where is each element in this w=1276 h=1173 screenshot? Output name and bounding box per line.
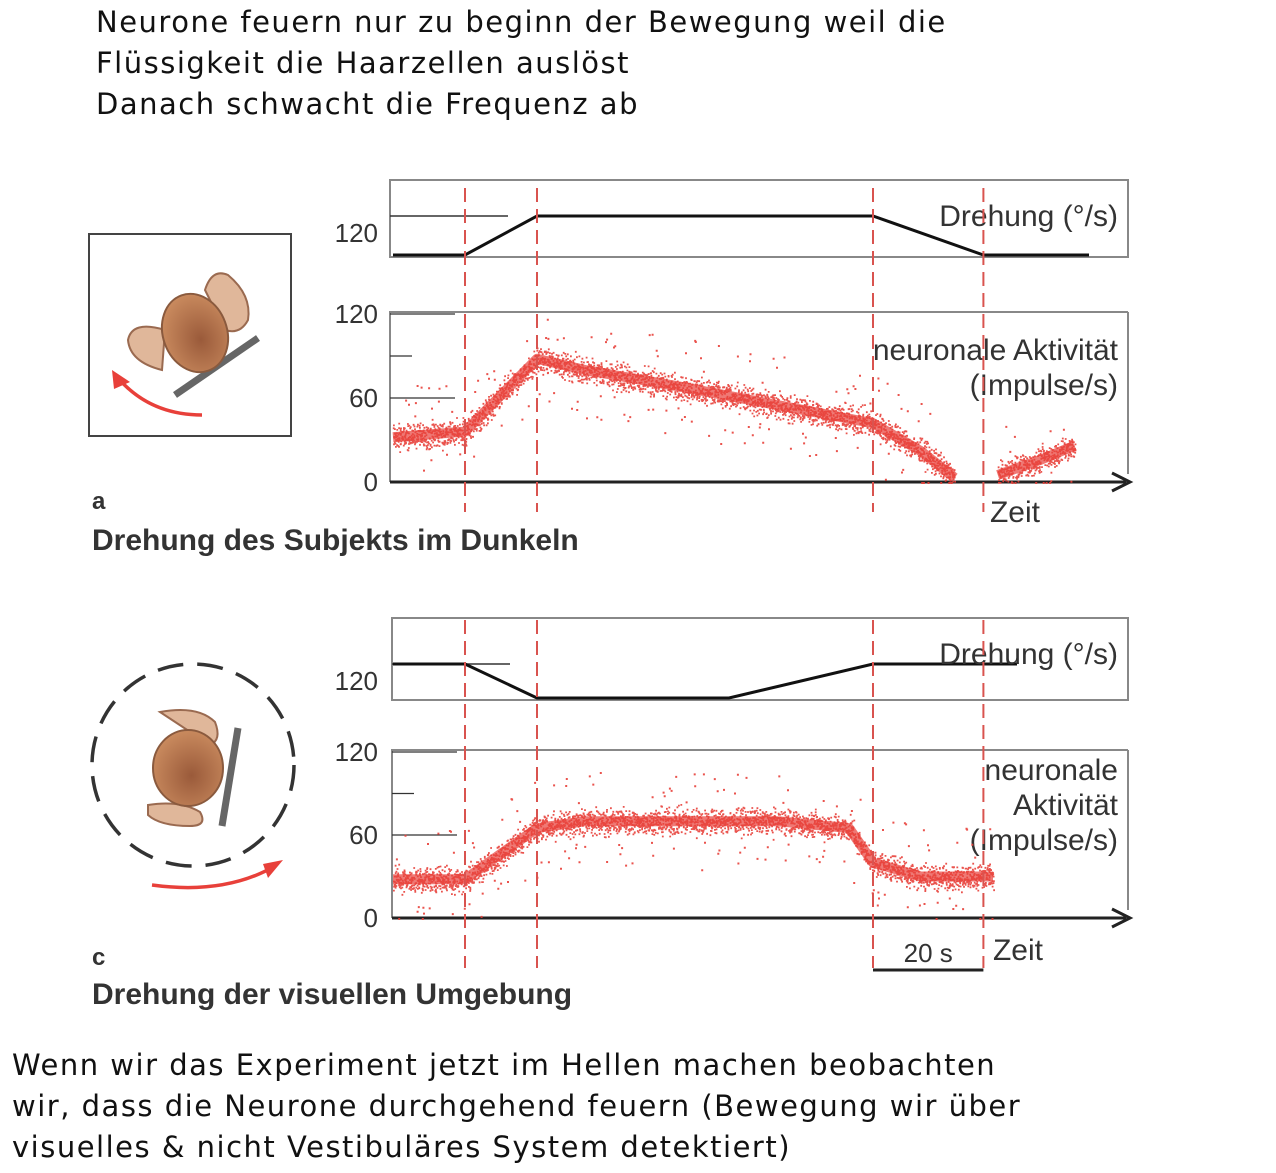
activity-label-line-0: neuronale <box>985 754 1118 787</box>
activity-ytick-label-0: 120 <box>335 299 378 329</box>
rotation-tick-label: 120 <box>335 666 378 696</box>
rotation-tick-label: 120 <box>335 218 378 248</box>
activity-ytick-label-0: 120 <box>335 737 378 767</box>
activity-segment-0 <box>389 318 959 484</box>
note-bottom-line-1: Wenn wir das Experiment jetzt im Hellen … <box>12 1048 997 1082</box>
activity-label-line-2: (Impulse/s) <box>970 824 1118 857</box>
panel-a-caption: Drehung des Subjekts im Dunkeln <box>92 524 579 557</box>
note-bottom-line-3: visuelles & nicht Vestibuläres System de… <box>12 1130 792 1164</box>
activity-segment-points <box>997 425 1077 484</box>
chart-panel-c: 120 Drehung (°/s) 120 60 0 Zeit neuronaleAktiv… <box>335 617 1134 972</box>
chart-panel-a: 120 Drehung (°/s) 120 60 0 Zeit neuronale Akti… <box>335 179 1134 529</box>
activity-segment-0 <box>389 772 997 920</box>
activity-label-line-0: neuronale Aktivität <box>873 334 1119 367</box>
activity-ytick-label-2: 0 <box>364 903 378 933</box>
rotation-label: Drehung (°/s) <box>939 200 1118 233</box>
panel-c-letter: c <box>92 944 106 971</box>
activity-segment-points <box>392 318 956 484</box>
activity-segment-1 <box>994 425 1079 484</box>
activity-ytick-label-2: 0 <box>364 467 378 497</box>
panel-c-caption: Drehung der visuellen Umgebung <box>92 978 573 1011</box>
activity-trace <box>389 318 1079 484</box>
rotation-frame <box>391 617 1129 701</box>
activity-frame <box>389 311 1128 482</box>
rotation-label: Drehung (°/s) <box>939 638 1118 671</box>
activity-x-axis-arrow <box>1111 907 1134 929</box>
activity-trace <box>389 772 997 920</box>
rotation-frame <box>389 179 1129 258</box>
activity-x-label: Zeit <box>993 934 1044 967</box>
activity-x-label: Zeit <box>990 496 1041 529</box>
subject-rotating-in-dark-icon <box>88 233 292 437</box>
note-top-line-3: Danach schwacht die Frequenz ab <box>96 87 639 121</box>
activity-ytick-label-1: 60 <box>349 383 378 413</box>
activity-label-line-1: Aktivität <box>1013 789 1119 822</box>
activity-ytick-label-1: 60 <box>349 820 378 850</box>
activity-frame <box>391 749 1128 918</box>
rotation-profile-line <box>393 662 1017 700</box>
visual-surround-rotating-icon <box>90 662 296 890</box>
activity-x-axis-arrow <box>1111 471 1134 493</box>
note-top-line-2: Flüssigkeit die Haarzellen auslöst <box>96 46 631 80</box>
rotation-profile-line <box>393 214 1089 257</box>
note-bottom-line-2: wir, dass die Neurone durchgehend feuern… <box>12 1089 1022 1123</box>
panel-a-letter: a <box>92 488 106 515</box>
activity-label-line-1: (Impulse/s) <box>970 369 1118 402</box>
activity-segment-points <box>392 772 995 920</box>
note-top-line-1: Neurone feuern nur zu beginn der Bewegun… <box>96 5 947 39</box>
scale-bar-label: 20 s <box>904 938 953 968</box>
